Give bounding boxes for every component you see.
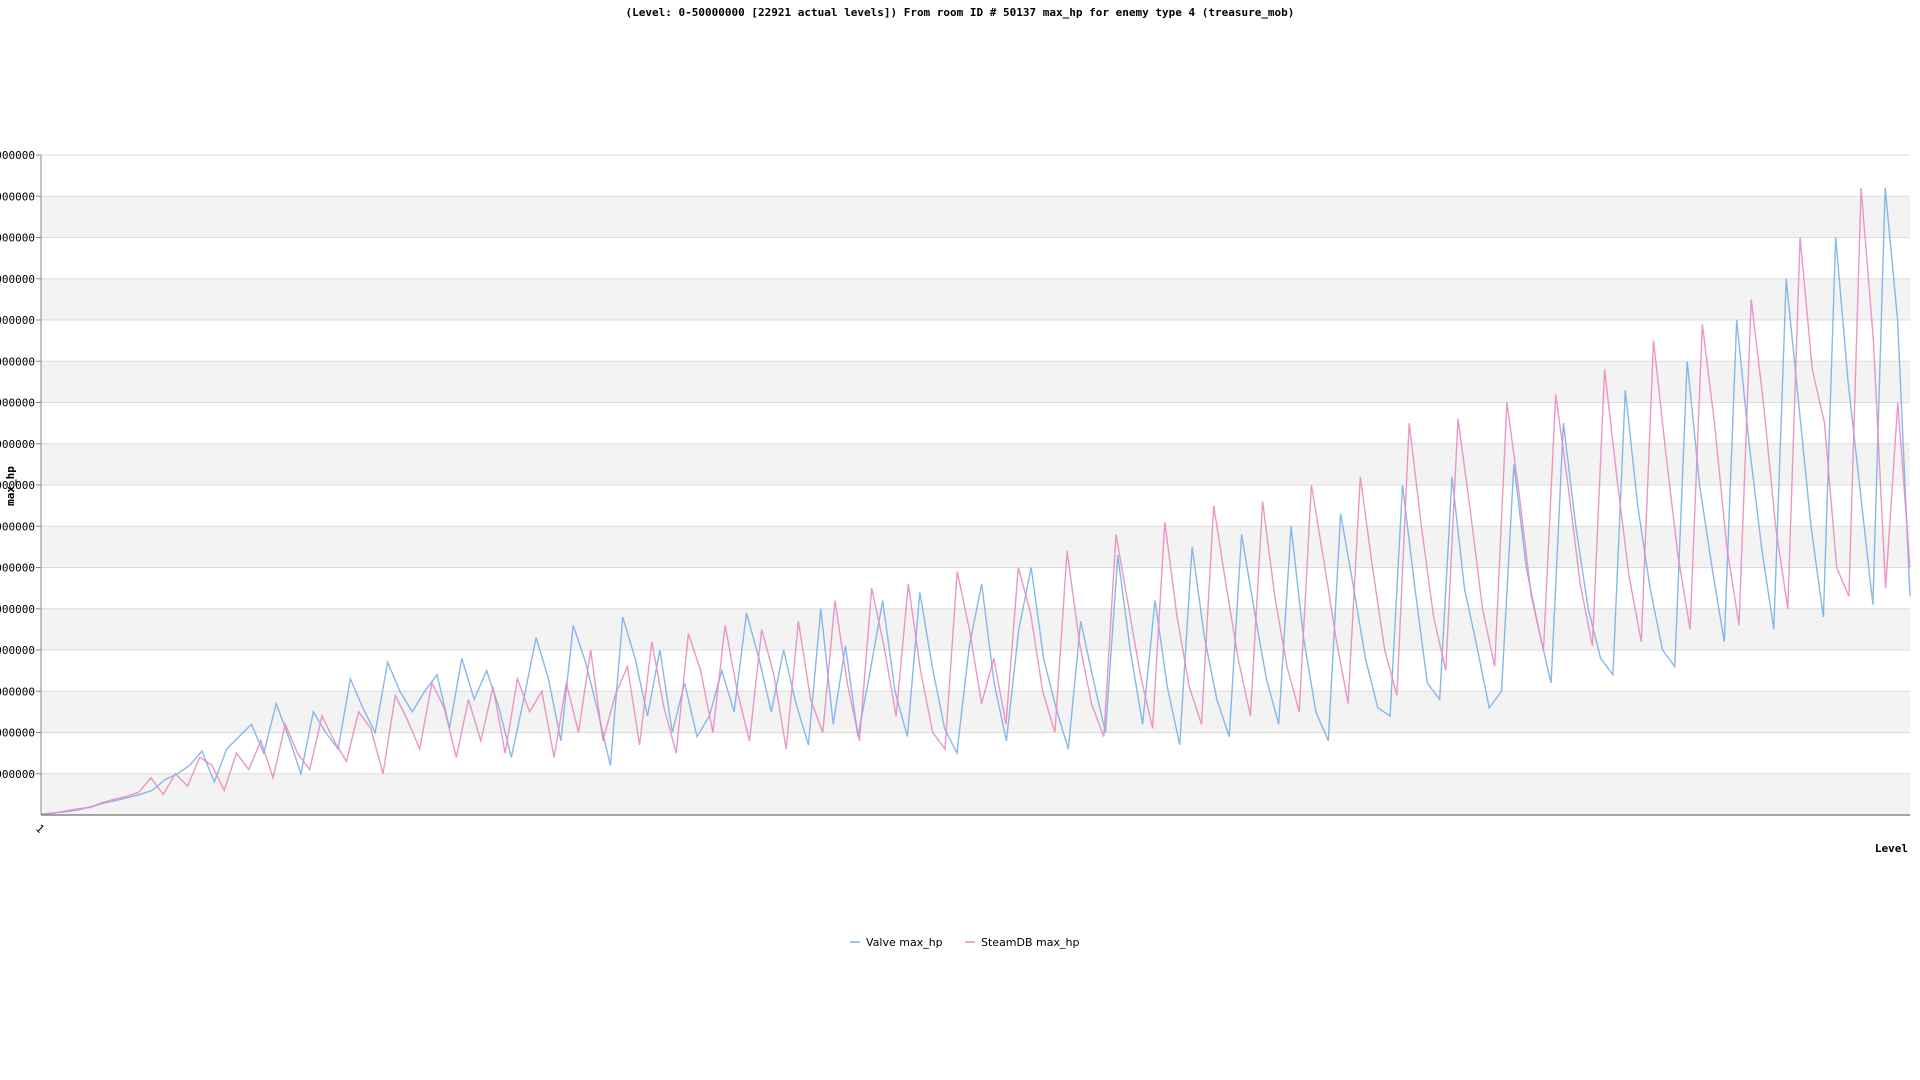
chart-title: (Level: 0-50000000 [22921 actual levels]…: [626, 6, 1295, 19]
y-axis-label: max_hp: [4, 466, 17, 506]
grid-band: [41, 196, 1910, 238]
y-tick-label: 000000: [0, 273, 35, 286]
series-line-0: [40, 187, 1911, 815]
grid-band: [41, 773, 1910, 815]
grid-band: [41, 443, 1910, 485]
grid-band: [41, 361, 1910, 403]
y-tick-label: 000000: [0, 438, 35, 451]
grid-band: [41, 526, 1910, 568]
y-tick-label: 0000000: [0, 149, 35, 162]
y-tick-label: 000000: [0, 397, 35, 410]
y-tick-label: 000000: [0, 479, 35, 492]
y-tick-label: 000000: [0, 562, 35, 575]
grid-band: [41, 278, 1910, 320]
legend: Valve max_hp SteamDB max_hp: [850, 936, 1079, 949]
x-axis-label: Level: [1875, 842, 1908, 855]
y-tick-label: 000000: [0, 768, 35, 781]
y-axis-ticks: 00000 00000 00000 00000 00000 00000 00000 00000…: [0, 149, 41, 781]
y-tick-label: 000000: [0, 727, 35, 740]
y-tick-label: 000000: [0, 520, 35, 533]
y-tick-label: 000000: [0, 314, 35, 327]
legend-label: Valve max_hp: [866, 936, 943, 949]
y-tick-label: 000000: [0, 190, 35, 203]
y-tick-label: 000000: [0, 355, 35, 368]
x-tick-label: 1: [33, 822, 47, 836]
y-tick-label: 000000: [0, 232, 35, 245]
grid-lines: [41, 154, 1910, 775]
y-tick-label: 000000: [0, 603, 35, 616]
grid-band: [41, 691, 1910, 733]
grid-bands: [41, 196, 1910, 815]
x-axis-ticks: 1: [33, 822, 47, 836]
y-tick-label: 000000: [0, 644, 35, 657]
series-layer: [40, 187, 1911, 815]
legend-label: SteamDB max_hp: [981, 936, 1079, 949]
y-tick-label: 000000: [0, 685, 35, 698]
series-line-1: [40, 187, 1911, 815]
